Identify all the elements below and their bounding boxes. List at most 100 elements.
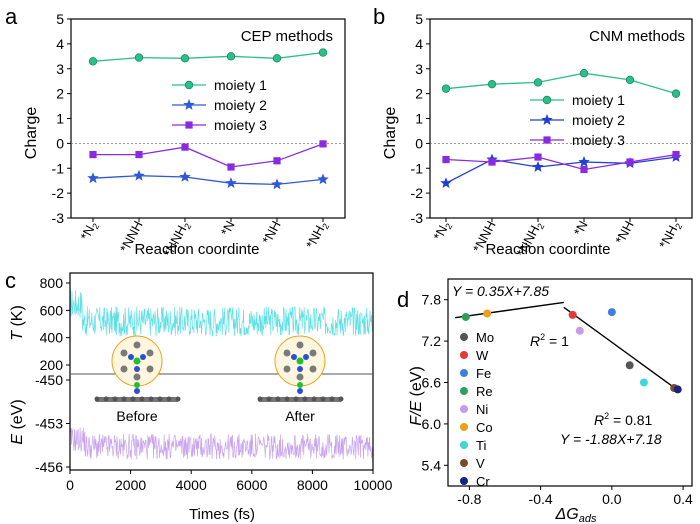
x-tick-label-subscript: 2 [90, 222, 101, 231]
carbon-atom [296, 341, 304, 349]
y-tick-label: 4 [56, 36, 64, 52]
data-point [226, 52, 236, 61]
molecule-after [257, 335, 344, 402]
panel-c-top-y-axis-label: T (K) [9, 305, 26, 341]
substrate-atom [275, 396, 281, 402]
substrate-atom [157, 396, 163, 402]
data-point [134, 53, 144, 62]
carbon-atom [283, 349, 291, 357]
legend-label: moiety 2 [214, 97, 267, 113]
scatter-point-ni [575, 326, 584, 335]
data-point [578, 156, 590, 167]
x-tick-label: 0.0 [602, 491, 622, 507]
substrate-atom [94, 396, 100, 402]
substrate-atom [302, 396, 308, 402]
legend-marker [460, 351, 468, 359]
substrate-atom [166, 396, 172, 402]
adsorbed-nitrogen [134, 388, 140, 394]
panel-d-scatter-fit: d 7.8 7.2 6.6 6.0 5.4 -0.8 -0.4 0.0 0.4 Mo W Fe Re Ni… [397, 278, 693, 524]
x-tick-label-base: *N [77, 223, 97, 243]
x-tick-label: *N [218, 218, 238, 238]
r-squared-superscript: 2 [540, 332, 545, 342]
y-tick-label: 4 [415, 36, 423, 52]
annotation-after: After [285, 408, 315, 424]
nitrogen-atom [291, 354, 297, 360]
y-tick-label: -2 [411, 185, 424, 201]
data-point [534, 153, 542, 161]
data-point [135, 150, 143, 159]
x-tick-label: *NH2 [656, 218, 685, 251]
y-tick-label: 6.0 [422, 416, 442, 432]
temperature-trace [69, 289, 374, 337]
x-tick-label: 4000 [176, 477, 207, 493]
data-point [273, 157, 281, 165]
substrate-atom [103, 396, 109, 402]
data-point [89, 150, 97, 159]
x-tick-label-subscript: 2 [182, 222, 193, 231]
molecule-before [94, 335, 181, 402]
scatter-point-mo [625, 361, 634, 370]
substrate-atom [257, 396, 263, 402]
carbon-atom [309, 349, 317, 357]
substrate-atom [329, 396, 335, 402]
x-tick-label: *N2 [430, 218, 454, 243]
data-point [442, 155, 450, 164]
x-tick-label-subscript: 2 [535, 222, 546, 231]
panel-b-y-axis-label: Charge [382, 107, 399, 160]
y-tick-label: 6.6 [422, 375, 442, 391]
substrate-atom [139, 396, 145, 402]
legend-label: Re [476, 384, 493, 399]
x-tick-label-base: *NH [612, 218, 636, 246]
legend-marker [183, 99, 195, 110]
x-tick-label-base: *N [218, 218, 238, 238]
data-point [625, 75, 635, 85]
y-tick-label: 0 [56, 135, 64, 151]
y-tick-label: 5 [415, 11, 423, 27]
panel-label-c: c [5, 268, 16, 293]
energy-trace [69, 427, 374, 460]
scatter-point-re [461, 312, 470, 321]
legend-label: Fe [476, 366, 491, 381]
x-tick-label-subscript: 2 [443, 222, 454, 231]
data-point [225, 177, 237, 188]
substrate-atom [175, 396, 181, 402]
substrate-atom [148, 396, 154, 402]
panel-b-title: CNM methods [589, 28, 685, 45]
panel-c-bottom-y-axis-label: E (eV) [9, 399, 26, 444]
x-tick-label: -0.4 [529, 491, 553, 507]
nitrogen-atom [134, 366, 140, 372]
legend-marker [541, 114, 553, 125]
substrate-atom [266, 396, 272, 402]
panel-d-y-axis-label: F/E (eV) [408, 366, 425, 426]
legend-marker [460, 441, 468, 449]
x-tick-label: *NH [612, 218, 636, 246]
legend-marker [460, 387, 468, 395]
legend-label: Co [476, 420, 493, 435]
legend-marker [184, 80, 194, 90]
legend-marker [542, 95, 552, 105]
adsorbed-metal [297, 382, 303, 388]
y-tick-label: 800 [40, 275, 64, 291]
y-tick-label: -1 [411, 160, 424, 176]
data-point [672, 150, 680, 159]
data-point [180, 54, 190, 63]
substrate-atom [121, 396, 127, 402]
panel-d-x-axis-label: ΔGads [555, 506, 597, 524]
scatter-point-co [483, 309, 492, 318]
data-point [626, 158, 634, 166]
y-tick-label: 1 [56, 111, 64, 127]
series-line-3 [445, 153, 677, 171]
legend-label: moiety 1 [572, 92, 625, 108]
y-tick-label: -450 [35, 372, 63, 388]
substrate-atom [130, 396, 136, 402]
y-tick-label: -453 [35, 416, 63, 432]
metal-atom [133, 357, 141, 365]
data-point [179, 171, 191, 182]
y-tick-label: 600 [40, 302, 64, 318]
substrate-atom [112, 396, 118, 402]
data-point [440, 177, 452, 188]
substrate-atom [284, 396, 290, 402]
legend-marker [460, 459, 468, 467]
